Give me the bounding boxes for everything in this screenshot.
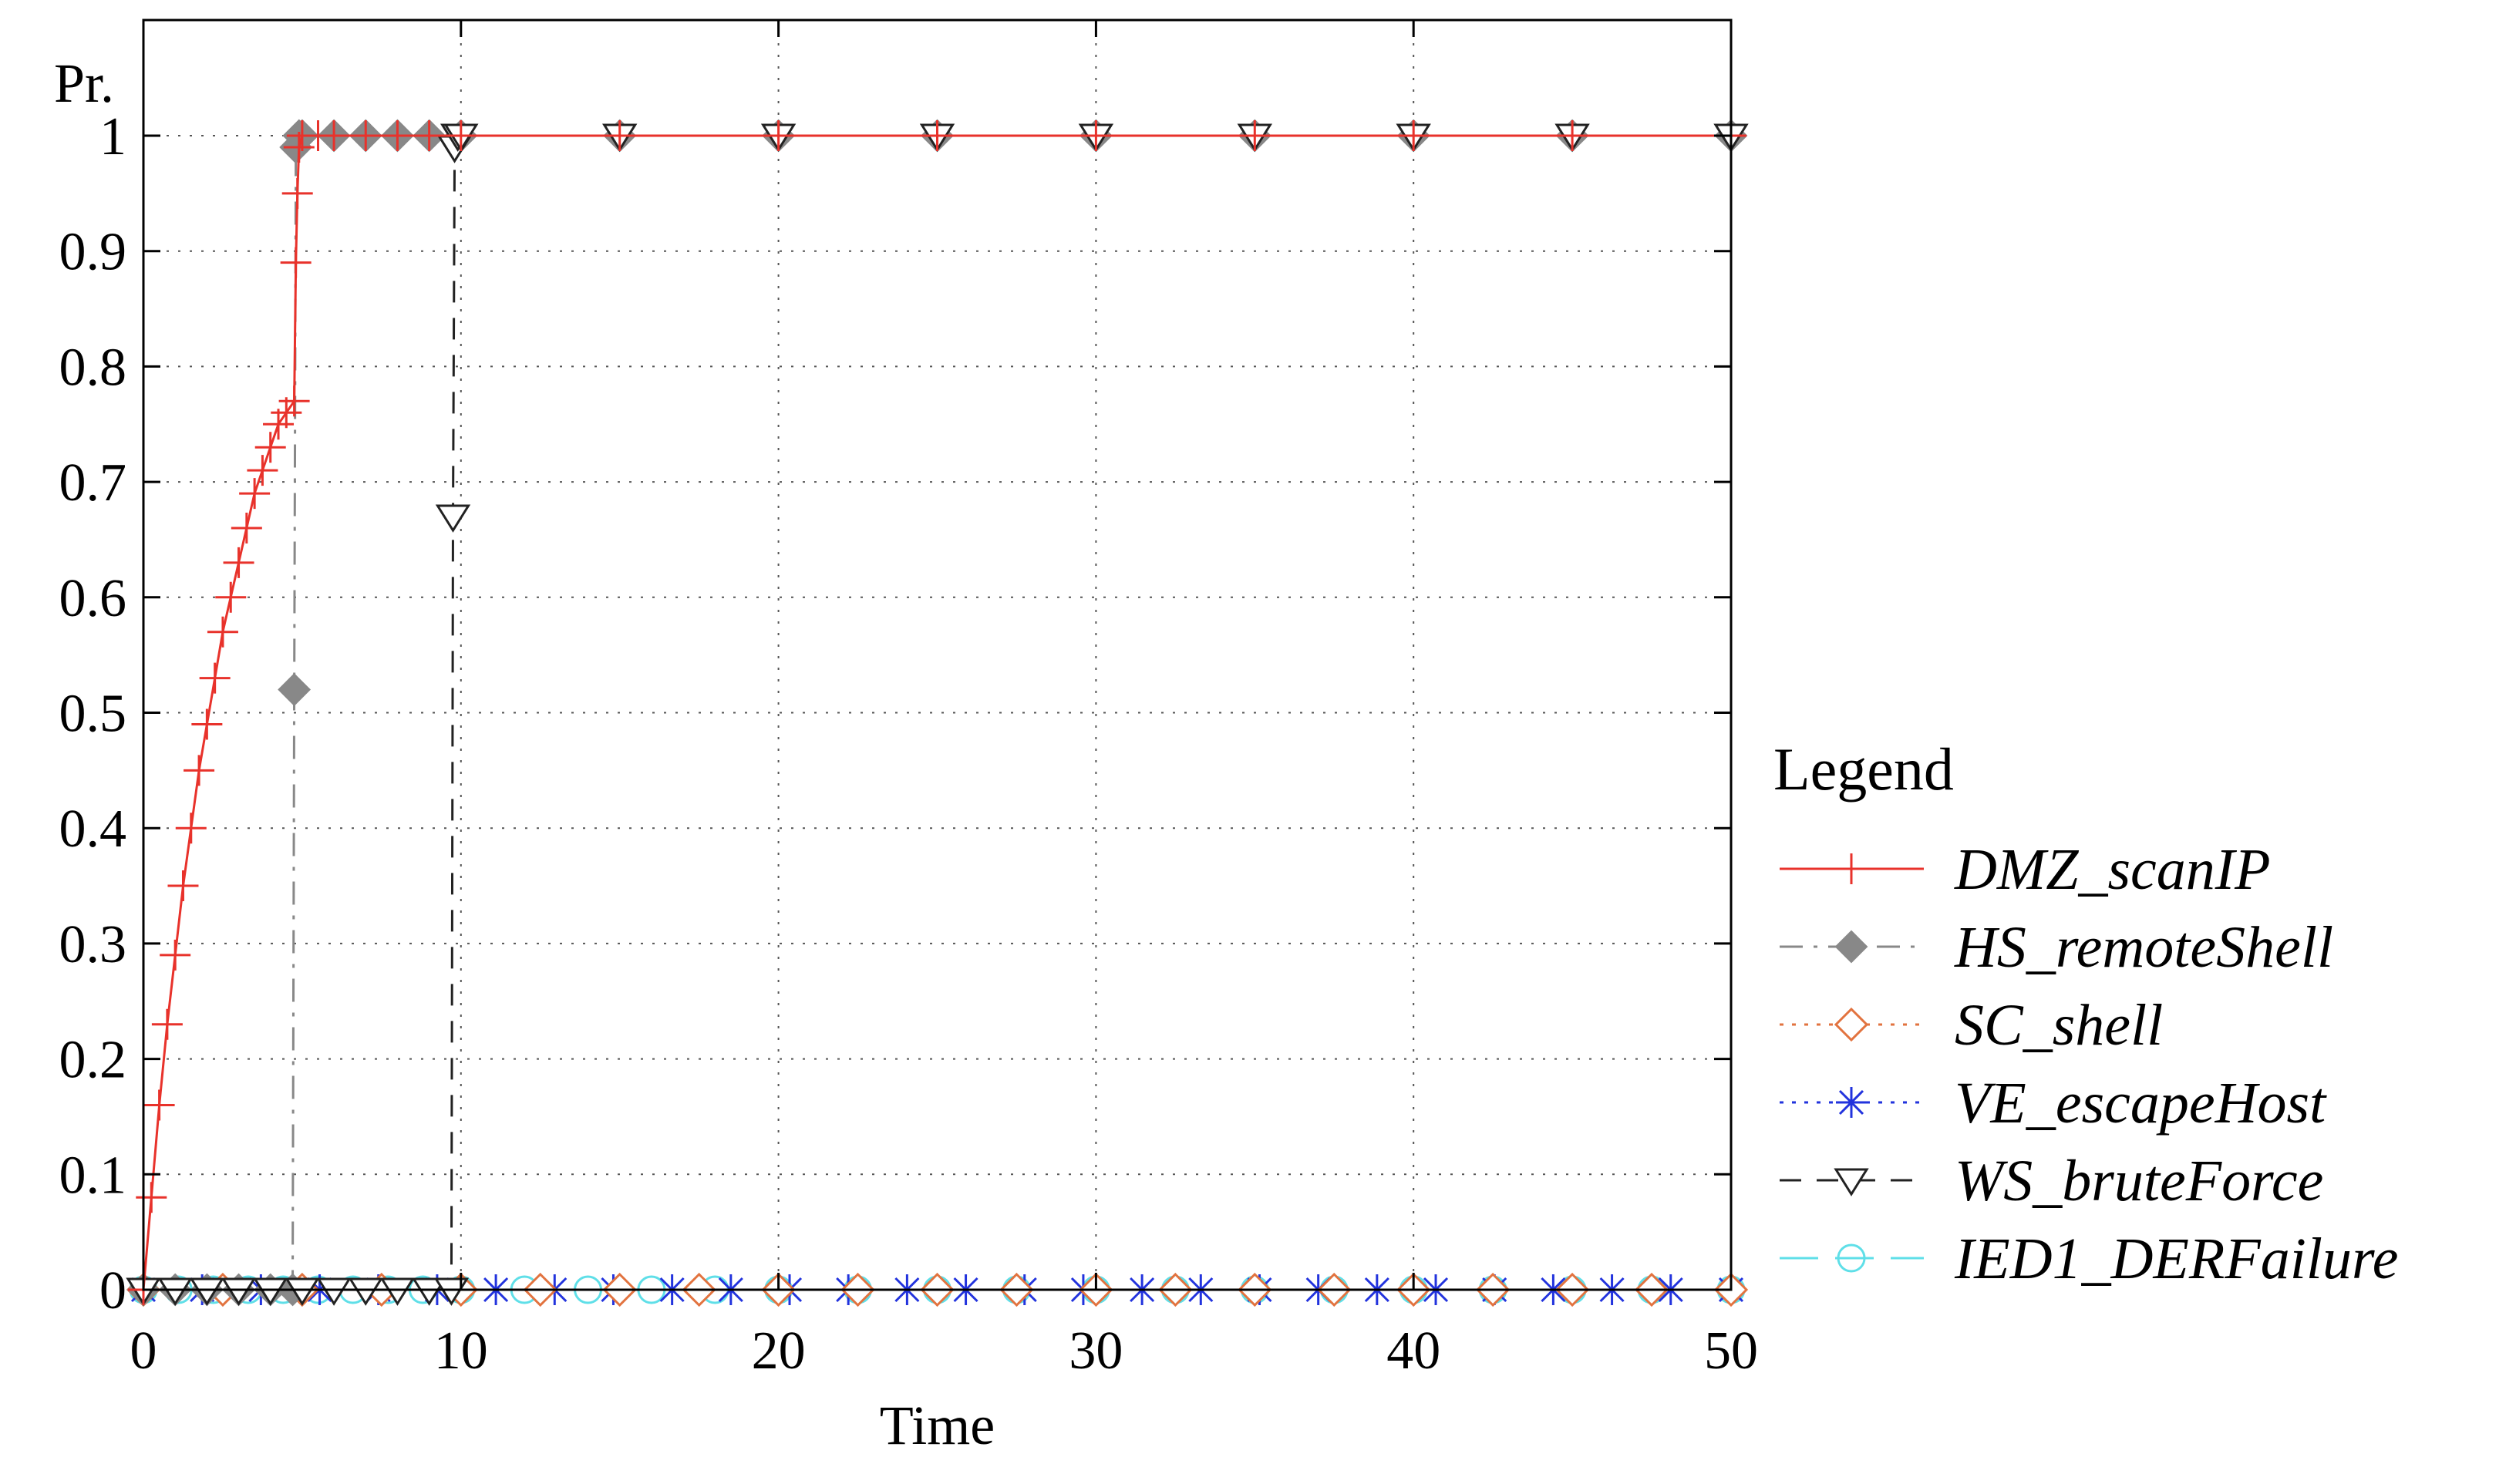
data-point <box>1239 120 1271 151</box>
data-point <box>921 120 953 151</box>
y-tick-label: 0.9 <box>59 223 127 282</box>
series-line <box>143 134 1731 1291</box>
x-axis-label: Time <box>880 1395 995 1456</box>
legend-label: HS_remoteShell <box>1954 915 2333 980</box>
y-tick-label: 0.6 <box>59 569 127 628</box>
series-HS_remoteShell <box>126 119 1748 1307</box>
data-point <box>151 1008 183 1040</box>
x-tick-label: 30 <box>1069 1321 1123 1381</box>
data-point <box>191 708 223 740</box>
data-point <box>143 1089 175 1121</box>
data-point <box>445 120 477 151</box>
data-point <box>1398 120 1430 151</box>
legend-item: VE_escapeHost <box>1780 1071 2327 1136</box>
legend-item: HS_remoteShell <box>1780 915 2333 980</box>
series-WS_bruteForce <box>126 123 1749 1306</box>
data-point <box>316 1277 352 1306</box>
y-tick-label: 0.2 <box>59 1031 127 1090</box>
legend-swatch-marker <box>1837 1243 1866 1273</box>
legend: Legend DMZ_scanIP HS_remoteShell SC_shell V… <box>1773 735 2399 1291</box>
data-point <box>271 397 302 429</box>
axis-ticks: 00.10.20.30.40.50.60.70.80.910 10 20 30 40 50 <box>59 20 1758 1381</box>
data-point <box>348 1277 383 1306</box>
data-point <box>318 120 350 151</box>
data-point <box>413 120 445 151</box>
data-point <box>184 755 215 786</box>
data-point <box>283 131 315 163</box>
legend-label: DMZ_scanIP <box>1954 837 2271 902</box>
legend-swatch-marker <box>1834 1007 1869 1042</box>
plot-series <box>126 119 1749 1307</box>
x-tick-label: 0 <box>130 1321 157 1381</box>
legend-item: IED1_DERFailure <box>1780 1227 2399 1291</box>
data-point <box>247 455 278 486</box>
series-line <box>143 134 1731 1291</box>
series-line <box>142 134 1731 1291</box>
legend-item: SC_shell <box>1780 993 2163 1058</box>
data-point <box>189 1277 225 1306</box>
legend-title: Legend <box>1773 735 1954 803</box>
data-point <box>263 409 295 440</box>
legend-swatch-marker <box>1834 1168 1869 1196</box>
data-point <box>207 616 238 648</box>
data-point <box>411 1277 447 1306</box>
legend-label: VE_escapeHost <box>1955 1071 2327 1136</box>
data-point <box>350 120 382 151</box>
data-point <box>382 120 413 151</box>
data-point <box>221 1277 257 1306</box>
data-point <box>280 247 312 278</box>
y-tick-label: 0.7 <box>59 453 127 513</box>
data-point <box>278 673 312 706</box>
y-tick-label: 0 <box>99 1261 126 1321</box>
data-point <box>253 1277 288 1306</box>
data-point <box>136 1182 167 1213</box>
data-point <box>223 547 254 578</box>
legend-item: WS_bruteForce <box>1780 1149 2323 1213</box>
y-tick-label: 0.1 <box>59 1146 127 1205</box>
data-point <box>167 870 199 902</box>
data-point <box>433 1277 470 1306</box>
grid <box>143 20 1732 1291</box>
legend-label: WS_bruteForce <box>1955 1149 2323 1213</box>
legend-label: IED1_DERFailure <box>1954 1227 2399 1291</box>
y-tick-label: 0.5 <box>59 685 127 744</box>
data-point <box>215 581 247 613</box>
data-point <box>231 512 262 543</box>
y-tick-label: 0.4 <box>59 799 127 859</box>
data-point <box>285 1277 320 1306</box>
data-point <box>379 1277 416 1306</box>
legend-swatch-marker <box>1834 930 1868 964</box>
data-point <box>175 813 207 844</box>
data-point <box>1080 120 1112 151</box>
data-point <box>199 662 231 694</box>
data-point <box>281 177 313 209</box>
x-tick-label: 10 <box>434 1321 488 1381</box>
y-axis-label: Pr. <box>54 52 114 114</box>
series-DMZ_scanIP <box>128 120 1746 1305</box>
legend-swatch-marker <box>1836 1087 1867 1118</box>
legend-item: DMZ_scanIP <box>1780 837 2271 902</box>
y-tick-label: 0.8 <box>59 338 127 397</box>
x-tick-label: 40 <box>1386 1321 1440 1381</box>
data-point <box>1557 120 1588 151</box>
data-point <box>763 120 794 151</box>
data-point <box>604 120 635 151</box>
data-point <box>254 432 286 463</box>
data-point <box>239 478 271 510</box>
data-point <box>160 939 191 971</box>
legend-label: SC_shell <box>1955 993 2163 1058</box>
y-tick-label: 1 <box>99 107 126 167</box>
data-point <box>435 504 471 533</box>
x-tick-label: 50 <box>1704 1321 1758 1381</box>
legend-swatch-marker <box>1836 853 1867 884</box>
data-point <box>157 1277 193 1306</box>
plot-frame <box>142 19 1733 1291</box>
x-tick-label: 20 <box>752 1321 806 1381</box>
y-tick-label: 0.3 <box>59 915 127 974</box>
data-point <box>278 385 310 417</box>
